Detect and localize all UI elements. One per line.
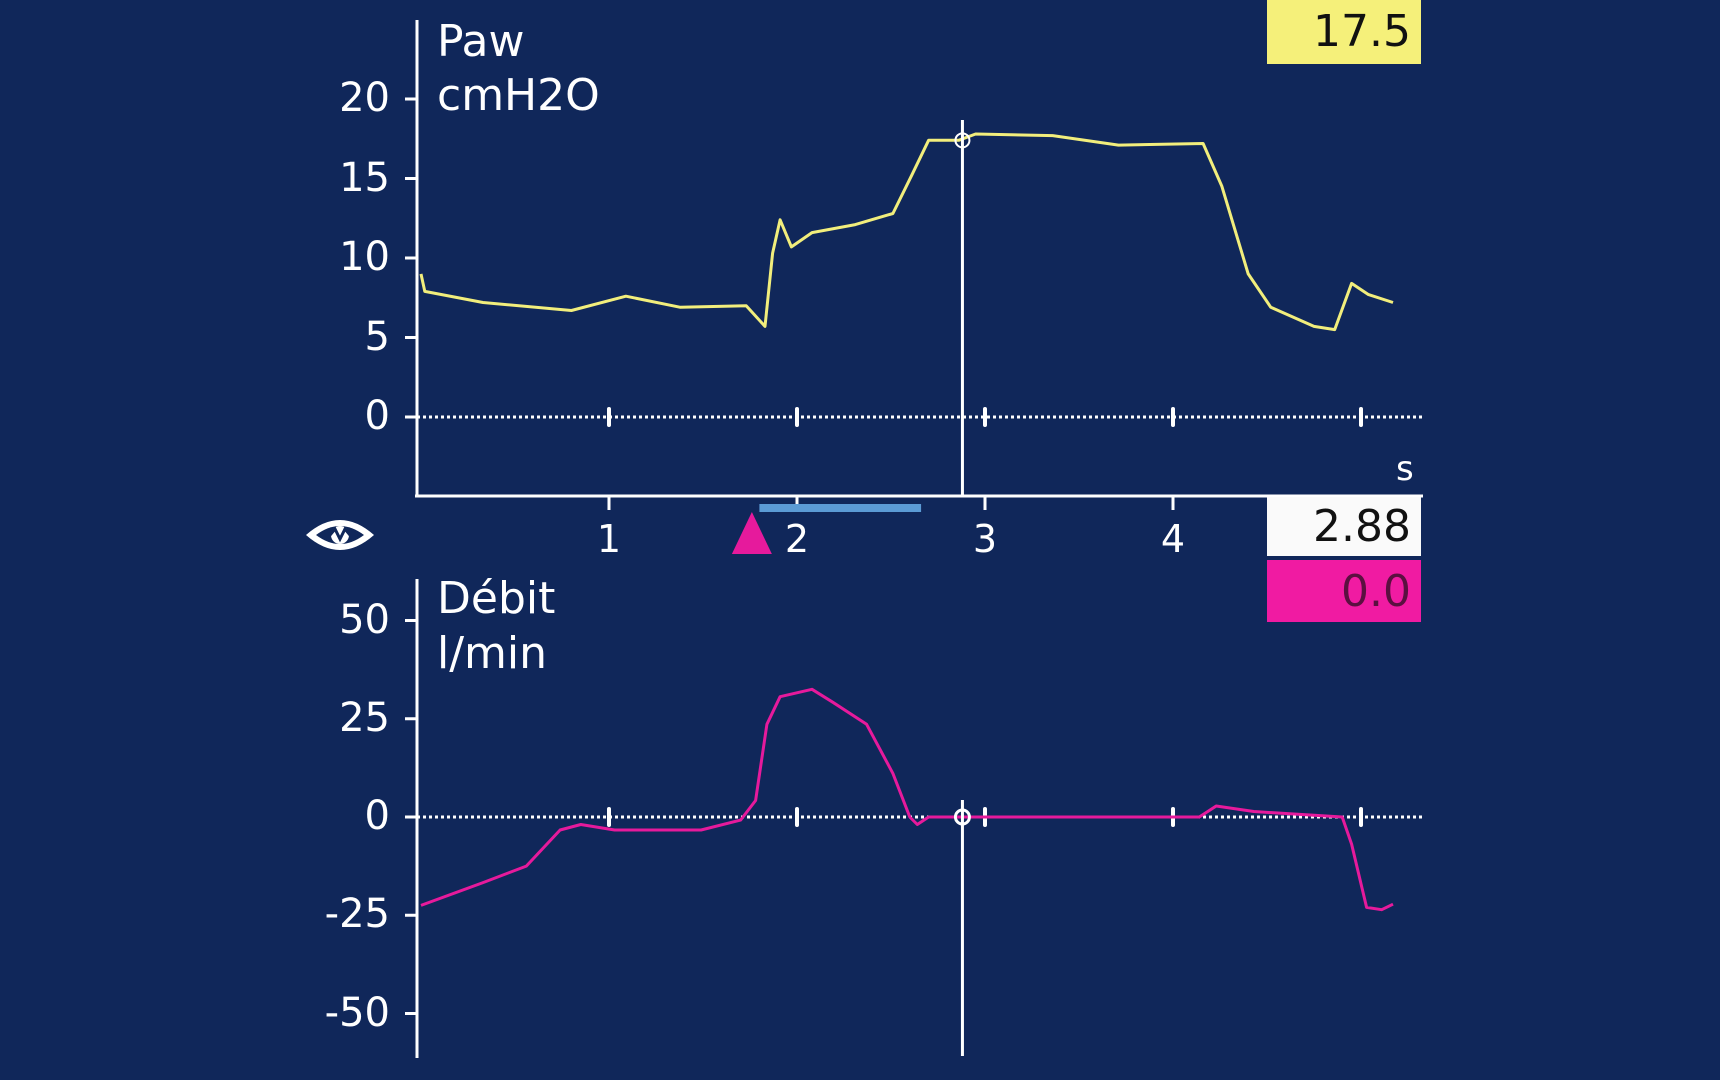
y-tick-label: 20 (339, 75, 390, 121)
paw-unit: cmH2O (437, 70, 600, 121)
trigger-marker (731, 512, 772, 554)
cursor-time-value: 2.88 (1267, 497, 1421, 556)
y-tick-label: 5 (364, 313, 390, 360)
paw-cursor-value: 17.5 (1267, 0, 1421, 64)
x-tick-label: 4 (1160, 517, 1186, 561)
x-axis-unit: s (1396, 449, 1414, 489)
y-tick-label: 0 (364, 793, 390, 839)
inspiration-bar (759, 504, 922, 512)
paw-title: Paw (437, 16, 525, 67)
flow-cursor-value: 0.0 (1267, 560, 1421, 622)
flow-unit: l/min (437, 628, 548, 679)
cursor-point (953, 808, 971, 826)
eye-icon[interactable] (302, 513, 378, 557)
y-tick-label: 25 (339, 694, 390, 741)
flow-title: Débit (437, 573, 556, 624)
y-tick-label: 10 (339, 234, 390, 280)
x-tick-label: 1 (596, 517, 622, 561)
y-tick-label: -25 (324, 891, 390, 938)
y-tick-label: -50 (324, 989, 390, 1036)
x-tick-label: 3 (972, 517, 998, 561)
x-tick-label: 2 (784, 517, 810, 561)
paw-series-line (419, 132, 1394, 332)
cursor-point (954, 132, 971, 149)
y-tick-label: 15 (339, 154, 390, 201)
y-tick-label: 50 (339, 596, 390, 643)
y-tick-label: 0 (364, 393, 390, 439)
flow-series-line (420, 687, 1394, 912)
